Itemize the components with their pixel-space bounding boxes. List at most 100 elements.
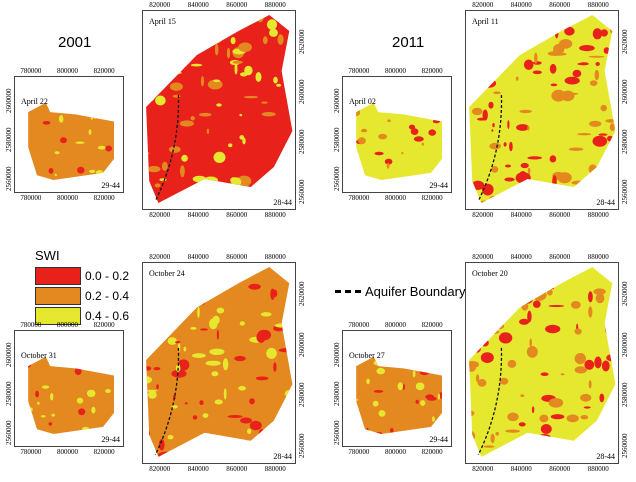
map-panel-m2011-oct-large: October 20 28-44: [465, 262, 619, 464]
axis-tick-label: 2620000: [298, 29, 306, 55]
axis-tick-label: 2580000: [621, 129, 629, 155]
map-panel-m2011-oct-small: October 27 29-44: [342, 330, 452, 447]
axis-tick-label: 820000: [93, 67, 115, 75]
map-tile-label: 29-44: [429, 181, 448, 190]
map-panel-m2001-oct-small: October 31 29-44: [14, 330, 124, 447]
axis-tick-label: 2580000: [333, 127, 341, 153]
axis-tick-label: 880000: [264, 1, 286, 9]
swi-raster-map: [146, 15, 293, 203]
map-panel-m2011-apr-large: April 11 28-44: [465, 10, 619, 210]
axis-tick-label: 780000: [20, 194, 42, 202]
axis-tick-label: 800000: [57, 67, 78, 75]
axis-tick-label: 880000: [264, 253, 286, 261]
map-date-label: April 02: [349, 97, 376, 106]
axis-tick-label: 2580000: [298, 382, 306, 408]
axis-tick-label: 2560000: [333, 166, 341, 192]
swi-legend: SWI 0.0 - 0.2 0.2 - 0.4 0.4 - 0.6: [35, 248, 129, 327]
axis-tick-label: 880000: [587, 253, 609, 261]
axis-tick-label: 860000: [226, 465, 248, 473]
map-date-label: April 15: [149, 17, 176, 26]
swi-raster-map: [146, 267, 293, 457]
axis-tick-label: 2600000: [5, 88, 13, 114]
axis-tick-label: 780000: [20, 321, 42, 329]
axis-tick-label: 840000: [187, 211, 209, 219]
axis-tick-label: 2560000: [298, 179, 306, 205]
map-date-label: April 11: [472, 17, 499, 26]
swi-raster-map: [356, 102, 443, 181]
map-date-label: April 22: [21, 97, 48, 106]
map-tile-label: 28-44: [596, 198, 615, 207]
axis-tick-label: 2600000: [298, 79, 306, 105]
map-date-label: October 24: [149, 269, 185, 278]
axis-tick-label: 840000: [187, 253, 209, 261]
legend-label-mid: 0.2 - 0.4: [85, 289, 130, 303]
axis-tick-label: 820000: [149, 465, 171, 473]
axis-tick-label: 840000: [510, 211, 532, 219]
axis-tick-label: 800000: [385, 321, 406, 329]
axis-tick-label: 2580000: [621, 382, 629, 408]
axis-tick-label: 2620000: [298, 281, 306, 307]
axis-tick-label: 780000: [20, 448, 42, 456]
axis-tick-label: 860000: [549, 211, 571, 219]
year-2001-label: 2001: [58, 34, 92, 51]
axis-tick-label: 780000: [348, 194, 370, 202]
axis-tick-label: 800000: [385, 194, 406, 202]
axis-tick-label: 2600000: [5, 342, 13, 368]
legend-swatch-red: [35, 267, 81, 285]
axis-tick-label: 880000: [587, 1, 609, 9]
map-panel-m2001-apr-large: April 15 28-44: [142, 10, 296, 210]
axis-tick-label: 840000: [187, 465, 209, 473]
axis-tick-label: 820000: [149, 211, 171, 219]
legend-item-high: 0.4 - 0.6: [35, 307, 129, 325]
axis-tick-label: 2560000: [5, 166, 13, 192]
axis-tick-label: 780000: [348, 321, 370, 329]
swi-raster-map: [356, 356, 443, 435]
swi-raster-map: [469, 267, 616, 457]
map-date-label: October 20: [472, 269, 508, 278]
map-tile-label: 29-44: [429, 435, 448, 444]
axis-tick-label: 2580000: [333, 381, 341, 407]
axis-tick-label: 820000: [421, 194, 443, 202]
legend-title: SWI: [35, 248, 60, 263]
aquifer-boundary-line: [477, 347, 503, 456]
map-panel-m2011-apr-small: April 02 29-44: [342, 76, 452, 193]
axis-tick-label: 860000: [549, 465, 571, 473]
aquifer-boundary-line: [154, 347, 180, 456]
axis-tick-label: 820000: [149, 253, 171, 261]
axis-tick-label: 780000: [20, 67, 42, 75]
axis-tick-label: 820000: [421, 321, 443, 329]
axis-tick-label: 840000: [510, 253, 532, 261]
legend-swatch-yellow: [35, 307, 81, 325]
axis-tick-label: 2560000: [298, 433, 306, 458]
axis-tick-label: 880000: [587, 465, 609, 473]
axis-tick-label: 800000: [57, 448, 78, 456]
axis-tick-label: 2560000: [621, 179, 629, 205]
axis-tick-label: 800000: [57, 194, 78, 202]
legend-item-low: 0.0 - 0.2: [35, 267, 129, 285]
axis-tick-label: 840000: [510, 1, 532, 9]
map-tile-label: 29-44: [101, 181, 120, 190]
map-date-label: October 31: [21, 351, 57, 360]
axis-tick-label: 2600000: [298, 332, 306, 357]
axis-tick-label: 860000: [549, 253, 571, 261]
map-panel-m2001-oct-large: October 24 28-44: [142, 262, 296, 464]
axis-tick-label: 2580000: [5, 381, 13, 407]
legend-swatch-orange: [35, 287, 81, 305]
axis-tick-label: 2600000: [621, 332, 629, 357]
axis-tick-label: 880000: [587, 211, 609, 219]
axis-tick-label: 800000: [57, 321, 78, 329]
axis-tick-label: 820000: [93, 448, 115, 456]
map-date-label: October 27: [349, 351, 385, 360]
axis-tick-label: 780000: [348, 67, 370, 75]
axis-tick-label: 820000: [93, 194, 115, 202]
map-tile-label: 29-44: [101, 435, 120, 444]
dashed-line-icon: [335, 290, 361, 293]
axis-tick-label: 800000: [385, 448, 406, 456]
map-tile-label: 28-44: [273, 198, 292, 207]
aquifer-boundary-line: [154, 94, 180, 202]
swi-raster-map: [28, 356, 115, 435]
legend-label-low: 0.0 - 0.2: [85, 269, 130, 283]
aquifer-boundary-label: Aquifer Boundary: [365, 284, 466, 299]
axis-tick-label: 820000: [472, 253, 494, 261]
axis-tick-label: 2560000: [333, 420, 341, 446]
